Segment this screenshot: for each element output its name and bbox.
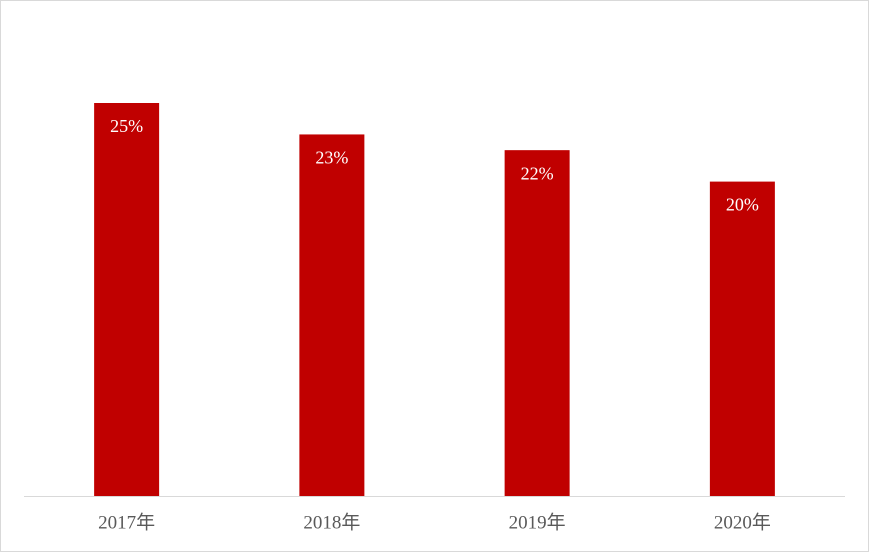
data-label: 22% [521,163,554,183]
bar [94,103,160,496]
x-tick-label: 2018年 [303,511,360,533]
bar [504,150,570,496]
data-label: 23% [315,148,348,168]
x-tick-label: 2020年 [714,511,771,533]
x-tick-label: 2017年 [98,511,155,533]
bar [709,181,775,496]
data-label: 25% [110,116,143,136]
data-label: 20% [726,195,759,215]
x-tick-label: 2019年 [509,511,566,533]
bar [299,134,365,496]
